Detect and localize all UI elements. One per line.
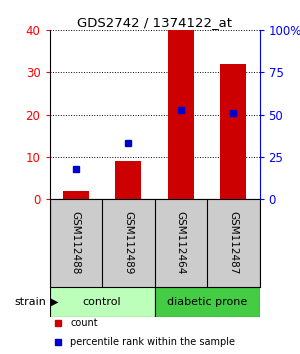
Text: percentile rank within the sample: percentile rank within the sample [70,337,236,347]
Text: diabetic prone: diabetic prone [167,297,247,307]
Bar [168,30,194,199]
Text: ▶: ▶ [51,297,59,307]
Bar [50,287,154,317]
Title: GDS2742 / 1374122_at: GDS2742 / 1374122_at [77,16,232,29]
Text: control: control [83,297,121,307]
Text: GSM112487: GSM112487 [228,211,238,275]
Text: strain: strain [15,297,46,307]
Text: GSM112488: GSM112488 [71,211,81,275]
Bar [220,64,246,199]
Bar [63,190,89,199]
Text: GSM112489: GSM112489 [123,211,133,275]
Text: GSM112464: GSM112464 [176,211,186,275]
Bar [115,161,141,199]
Text: count: count [70,318,98,328]
Bar [154,287,260,317]
